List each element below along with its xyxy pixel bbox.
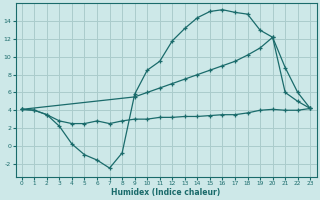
X-axis label: Humidex (Indice chaleur): Humidex (Indice chaleur): [111, 188, 221, 197]
